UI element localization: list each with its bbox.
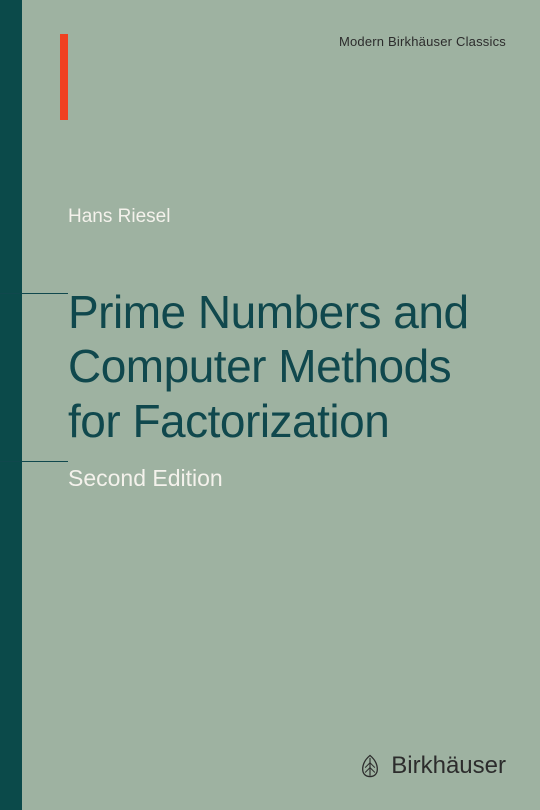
title-line-2: Computer Methods [68, 340, 451, 392]
accent-bar [60, 34, 68, 120]
title-line-1: Prime Numbers and [68, 286, 469, 338]
publisher-leaf-icon [357, 753, 383, 779]
title-line-3: for Factorization [68, 395, 389, 447]
book-cover: Modern Birkhäuser Classics Hans Riesel P… [0, 0, 540, 810]
publisher-block: Birkhäuser [357, 752, 506, 780]
rule-upper [0, 293, 68, 294]
rule-lower [0, 461, 68, 462]
publisher-name: Birkhäuser [391, 752, 506, 780]
edition-label: Second Edition [68, 465, 223, 492]
spine-stripe [0, 0, 22, 810]
series-label: Modern Birkhäuser Classics [339, 34, 506, 49]
book-title: Prime Numbers and Computer Methods for F… [68, 285, 508, 448]
author-name: Hans Riesel [68, 206, 170, 228]
